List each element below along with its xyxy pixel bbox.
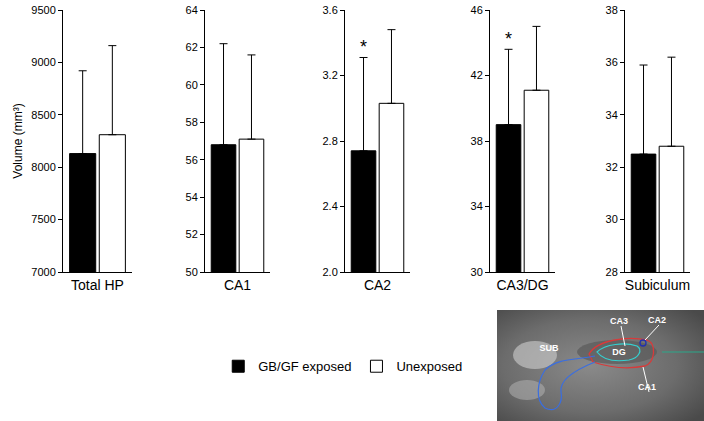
svg-text:7500: 7500 xyxy=(31,213,55,225)
svg-text:34: 34 xyxy=(606,109,618,121)
svg-text:30: 30 xyxy=(606,213,618,225)
svg-text:Volume (mm³): Volume (mm³) xyxy=(11,103,25,178)
svg-text:CA3/DG: CA3/DG xyxy=(496,277,548,293)
svg-text:3.6: 3.6 xyxy=(323,4,338,16)
svg-text:DG: DG xyxy=(612,347,626,357)
svg-text:50: 50 xyxy=(186,266,198,278)
svg-text:*: * xyxy=(360,37,367,57)
svg-text:Subiculum: Subiculum xyxy=(625,277,690,293)
svg-text:52: 52 xyxy=(186,228,198,240)
svg-text:46: 46 xyxy=(471,4,483,16)
svg-text:GB/GF exposed: GB/GF exposed xyxy=(258,359,351,374)
svg-text:2.0: 2.0 xyxy=(323,266,338,278)
svg-text:54: 54 xyxy=(186,191,198,203)
svg-text:2.4: 2.4 xyxy=(323,200,338,212)
svg-text:*: * xyxy=(505,29,512,49)
svg-text:56: 56 xyxy=(186,154,198,166)
svg-text:CA2: CA2 xyxy=(364,277,391,293)
svg-text:CA1: CA1 xyxy=(224,277,251,293)
svg-text:3.2: 3.2 xyxy=(323,69,338,81)
svg-text:CA2: CA2 xyxy=(648,315,666,325)
svg-text:Unexposed: Unexposed xyxy=(396,359,462,374)
svg-text:2.8: 2.8 xyxy=(323,135,338,147)
svg-text:CA1: CA1 xyxy=(638,382,656,392)
svg-text:64: 64 xyxy=(186,4,198,16)
svg-text:38: 38 xyxy=(471,135,483,147)
svg-text:62: 62 xyxy=(186,41,198,53)
svg-text:36: 36 xyxy=(606,56,618,68)
svg-text:8000: 8000 xyxy=(31,161,55,173)
svg-text:28: 28 xyxy=(606,266,618,278)
svg-text:8500: 8500 xyxy=(31,109,55,121)
svg-text:30: 30 xyxy=(471,266,483,278)
svg-text:7000: 7000 xyxy=(31,266,55,278)
svg-text:SUB: SUB xyxy=(539,343,559,353)
svg-text:9500: 9500 xyxy=(31,4,55,16)
svg-text:58: 58 xyxy=(186,116,198,128)
svg-text:32: 32 xyxy=(606,161,618,173)
svg-text:9000: 9000 xyxy=(31,56,55,68)
svg-text:Total HP: Total HP xyxy=(71,277,124,293)
svg-text:42: 42 xyxy=(471,69,483,81)
svg-text:34: 34 xyxy=(471,200,483,212)
svg-text:38: 38 xyxy=(606,4,618,16)
svg-text:60: 60 xyxy=(186,79,198,91)
svg-text:CA3: CA3 xyxy=(610,316,628,326)
